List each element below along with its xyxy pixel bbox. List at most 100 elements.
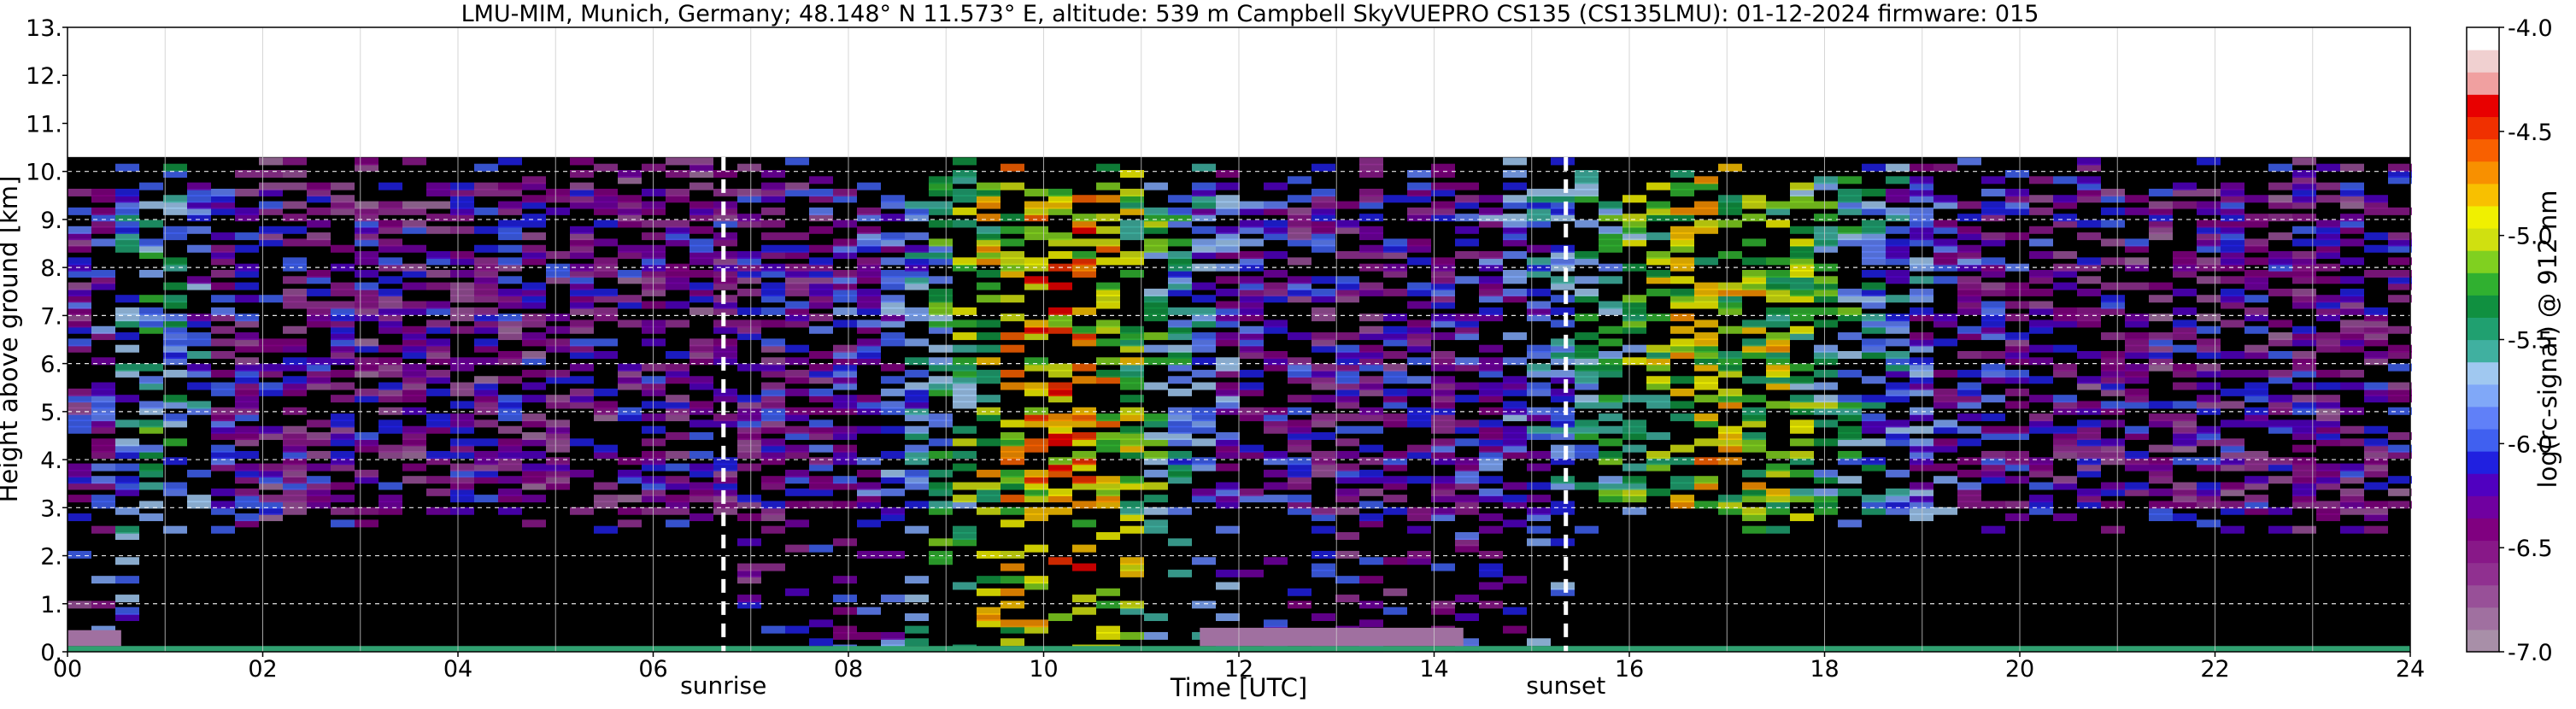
signal-patch	[1814, 176, 1838, 185]
signal-patch	[1479, 357, 1503, 366]
signal-patch	[618, 201, 642, 209]
signal-patch	[1335, 251, 1359, 260]
signal-patch	[1838, 288, 1862, 296]
signal-patch	[1838, 407, 1862, 415]
signal-patch	[2053, 444, 2077, 453]
signal-patch	[570, 276, 594, 284]
signal-patch	[1120, 513, 1144, 522]
signal-patch	[2197, 207, 2221, 215]
signal-patch	[1646, 395, 1670, 403]
signal-patch	[1216, 401, 1240, 409]
signal-patch	[1910, 288, 1933, 296]
signal-patch	[1048, 413, 1072, 422]
signal-patch	[929, 220, 953, 228]
signal-patch	[402, 350, 426, 359]
signal-patch	[1718, 357, 1742, 366]
signal-patch	[331, 369, 355, 378]
signal-patch	[1862, 163, 1886, 172]
signal-patch	[115, 344, 139, 353]
signal-patch	[1527, 525, 1551, 534]
signal-patch	[283, 469, 307, 478]
signal-patch	[139, 376, 163, 384]
colorbar-segment	[2467, 606, 2499, 630]
signal-patch	[1383, 269, 1407, 278]
signal-patch	[1862, 350, 1886, 359]
signal-patch	[2292, 201, 2316, 209]
signal-patch	[1216, 395, 1240, 403]
signal-patch	[2029, 457, 2053, 466]
signal-patch	[977, 332, 1000, 341]
signal-patch	[1000, 344, 1024, 353]
signal-patch	[905, 257, 929, 266]
signal-patch	[139, 307, 163, 315]
signal-patch	[378, 201, 402, 209]
signal-patch	[809, 544, 833, 553]
signal-patch	[666, 395, 689, 403]
signal-patch	[450, 282, 474, 290]
signal-patch	[953, 582, 977, 590]
signal-patch	[1503, 170, 1527, 179]
signal-patch	[1838, 238, 1862, 247]
signal-patch	[1000, 482, 1024, 490]
signal-patch	[1575, 288, 1599, 296]
signal-patch	[2101, 376, 2125, 384]
signal-patch	[2077, 382, 2101, 390]
signal-patch	[259, 388, 283, 396]
signal-patch	[1216, 488, 1240, 496]
colorbar-ticks: -4.0-4.5-5.0-5.5-6.0-6.5-7.0	[2499, 15, 2553, 666]
signal-patch	[1503, 376, 1527, 384]
signal-patch	[1407, 376, 1431, 384]
signal-patch	[1886, 214, 1910, 222]
signal-patch	[737, 576, 761, 584]
signal-patch	[1000, 438, 1024, 447]
signal-patch	[1838, 207, 1862, 215]
signal-patch	[1646, 463, 1670, 472]
signal-patch	[2221, 276, 2244, 284]
signal-patch	[666, 350, 689, 359]
signal-patch	[163, 350, 187, 359]
signal-patch	[1742, 525, 1766, 534]
signal-patch	[977, 238, 1000, 247]
signal-patch	[1957, 226, 1981, 234]
signal-patch	[187, 501, 211, 509]
signal-patch	[1359, 232, 1383, 241]
signal-patch	[618, 319, 642, 328]
signal-patch	[139, 313, 163, 322]
signal-patch	[1742, 319, 1766, 328]
signal-patch	[187, 188, 211, 196]
signal-patch	[1670, 388, 1694, 396]
signal-patch	[1168, 457, 1192, 466]
signal-patch	[2388, 163, 2412, 172]
signal-patch	[426, 319, 450, 328]
signal-patch	[929, 319, 953, 328]
signal-patch	[761, 282, 785, 290]
signal-patch	[235, 369, 259, 378]
signal-patch	[1862, 251, 1886, 260]
signal-patch	[139, 407, 163, 415]
signal-patch	[259, 344, 283, 353]
signal-patch	[1192, 344, 1216, 353]
signal-patch	[977, 413, 1000, 422]
signal-patch	[426, 457, 450, 466]
signal-patch	[1407, 444, 1431, 453]
signal-patch	[2221, 238, 2244, 247]
signal-patch	[1455, 182, 1479, 190]
signal-patch	[2077, 376, 2101, 384]
signal-patch	[2101, 482, 2125, 490]
signal-patch	[2197, 363, 2221, 372]
signal-patch	[2101, 457, 2125, 466]
signal-patch	[594, 525, 618, 534]
signal-patch	[115, 332, 139, 341]
signal-patch	[761, 419, 785, 428]
signal-patch	[1742, 325, 1766, 334]
signal-patch	[1144, 613, 1168, 622]
signal-patch	[737, 395, 761, 403]
signal-patch	[1120, 557, 1144, 565]
signal-patch	[1886, 369, 1910, 378]
signal-patch	[1407, 325, 1431, 334]
signal-patch	[2197, 407, 2221, 415]
signal-patch	[235, 313, 259, 322]
signal-patch	[1957, 488, 1981, 496]
signal-patch	[1886, 388, 1910, 396]
signal-patch	[2388, 207, 2412, 215]
